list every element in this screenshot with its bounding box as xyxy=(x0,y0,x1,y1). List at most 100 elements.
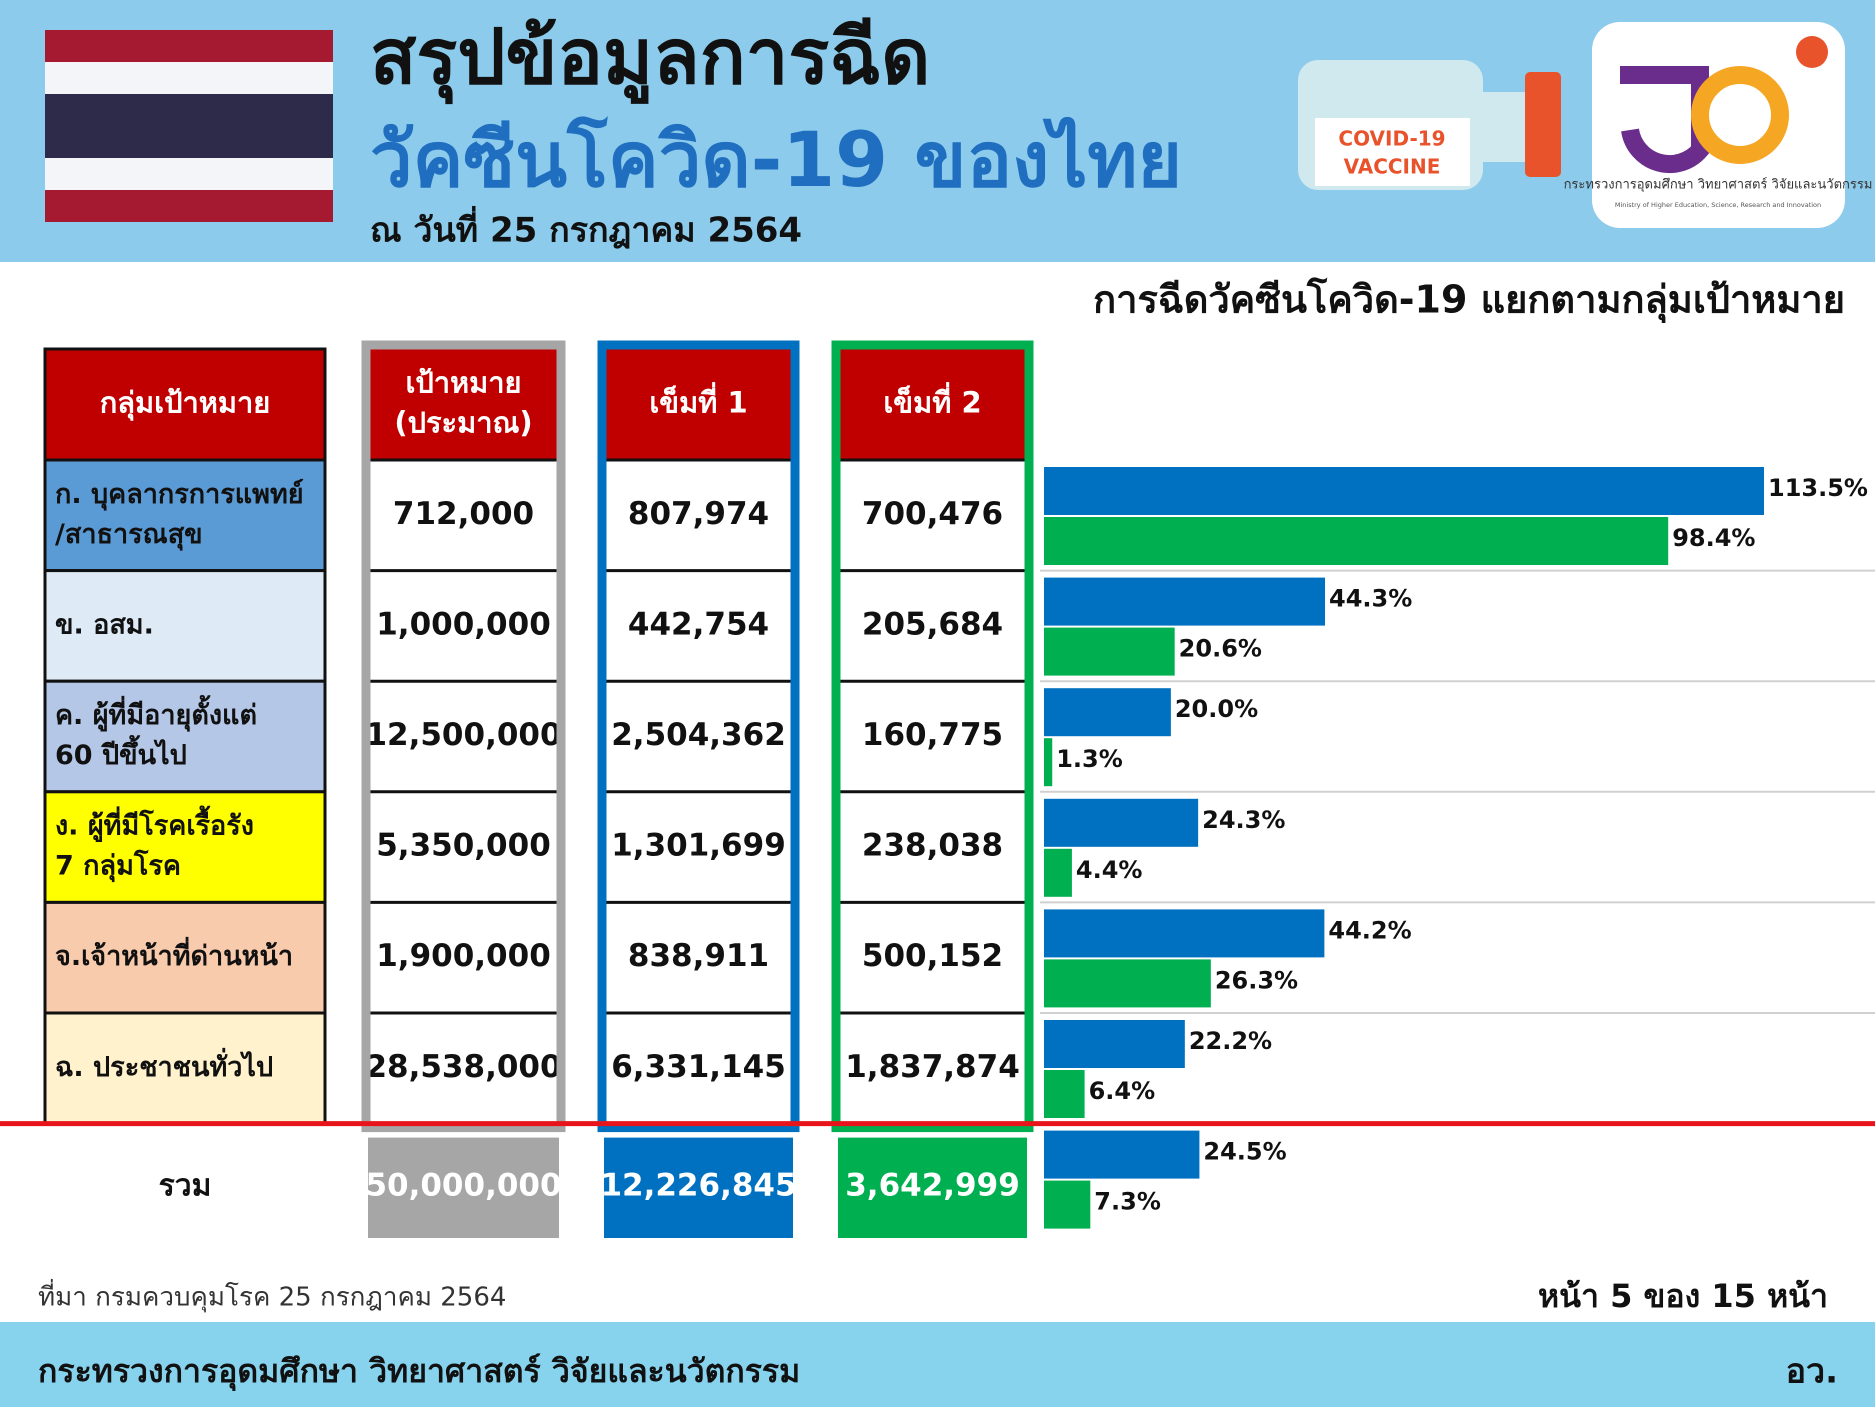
bar-label: 24.5% xyxy=(1203,1138,1286,1166)
header-label: (ประมาณ) xyxy=(394,406,532,440)
cell xyxy=(362,681,565,792)
cell xyxy=(598,460,799,571)
bar xyxy=(1044,467,1764,515)
cell xyxy=(598,570,799,682)
source: ที่มา กรมควบคุมโรค 25 กรกฎาคม 2564 xyxy=(38,1279,506,1313)
cell-value: 238,038 xyxy=(862,828,1003,864)
title: สรุปข้อมูลการฉีด xyxy=(370,12,930,105)
bar-label: 20.6% xyxy=(1179,635,1262,663)
bar xyxy=(1044,517,1669,565)
bar xyxy=(1044,909,1325,958)
cell xyxy=(362,1013,565,1124)
cell-value: 160,775 xyxy=(862,717,1003,753)
chart-title: การฉีดวัคซีนโควิด-19 แยกตามกลุ่มเป้าหมาย xyxy=(1093,277,1845,324)
logo-name: กระทรวงการอุดมศึกษา วิทยาศาสตร์ วิจัยและ… xyxy=(1564,177,1873,193)
total-value: 50,000,000 xyxy=(365,1167,561,1203)
bar xyxy=(1044,738,1053,787)
cell-value: 700,476 xyxy=(862,496,1003,532)
group-label: ก. บุคลากรการแพทย์ xyxy=(55,478,304,511)
bar xyxy=(1044,1130,1200,1179)
cell-value: 1,900,000 xyxy=(376,938,551,974)
total-cell xyxy=(604,1137,793,1238)
cell-value: 2,504,362 xyxy=(611,717,786,753)
header-cell xyxy=(838,349,1027,460)
bar xyxy=(1044,798,1199,847)
bar-label: 44.3% xyxy=(1329,585,1412,613)
header-label: เข็มที่ 2 xyxy=(883,382,981,420)
header-label: เป้าหมาย xyxy=(405,366,521,400)
bar-label: 44.2% xyxy=(1328,916,1411,944)
subtitle: วัคซีนโควิด-19 ของไทย xyxy=(370,115,1182,204)
bar xyxy=(1044,1020,1185,1068)
cell-value: 12,500,000 xyxy=(365,717,561,753)
group-cell xyxy=(43,1011,327,1126)
header-cell xyxy=(604,349,793,460)
footer-ministry: กระทรวงการอุดมศึกษา วิทยาศาสตร์ วิจัยและ… xyxy=(38,1352,800,1392)
cell-value: 1,837,874 xyxy=(845,1049,1020,1085)
column-frame xyxy=(361,340,566,1133)
cell-value: 5,350,000 xyxy=(376,828,551,864)
bar-label: 7.3% xyxy=(1094,1188,1161,1216)
cell xyxy=(832,570,1033,682)
vaccine-label: COVID-19 xyxy=(1338,127,1445,151)
total-value: 3,642,999 xyxy=(845,1167,1020,1203)
vaccine-label: VACCINE xyxy=(1344,155,1441,179)
header-label: เข็มที่ 1 xyxy=(649,382,747,420)
page-number: หน้า 5 ของ 15 หน้า xyxy=(1538,1277,1828,1315)
cell-value: 712,000 xyxy=(393,496,534,532)
total-label: รวม xyxy=(159,1168,212,1203)
group-label: 60 ปีขึ้นไป xyxy=(55,734,187,771)
cell xyxy=(832,460,1033,571)
bar xyxy=(1044,688,1171,737)
cell xyxy=(832,902,1033,1013)
cell-value: 1,000,000 xyxy=(376,606,551,642)
footer-abbr: อว. xyxy=(1786,1352,1838,1392)
cell-value: 6,331,145 xyxy=(611,1049,786,1085)
cell xyxy=(362,570,565,682)
flag xyxy=(45,30,333,222)
bar-label: 20.0% xyxy=(1175,695,1258,723)
column-frame xyxy=(597,340,800,1133)
group-label: ฉ. ประชาชนทั่วไป xyxy=(55,1047,273,1083)
bar-label: 26.3% xyxy=(1215,966,1298,994)
column-frame xyxy=(831,340,1034,1133)
header-cell xyxy=(43,347,327,462)
cell xyxy=(598,681,799,792)
group-label: ข. อสม. xyxy=(55,609,154,640)
bar-label: 1.3% xyxy=(1056,745,1123,773)
bar-label: 98.4% xyxy=(1672,524,1755,552)
group-cell xyxy=(43,790,327,904)
cell xyxy=(832,681,1033,792)
bar xyxy=(1044,1070,1085,1118)
bar xyxy=(1044,577,1326,626)
cell xyxy=(832,1013,1033,1124)
cell-value: 1,301,699 xyxy=(611,828,786,864)
group-cell xyxy=(43,900,327,1015)
logo-name-en: Ministry of Higher Education, Science, R… xyxy=(1615,201,1821,209)
group-cell xyxy=(43,458,327,573)
group-label: /สาธารณสุข xyxy=(55,519,203,551)
bar-label: 4.4% xyxy=(1076,856,1143,884)
group-label: จ.เจ้าหน้าที่ด่านหน้า xyxy=(55,936,293,972)
cell xyxy=(362,902,565,1013)
cell xyxy=(598,1013,799,1124)
cell xyxy=(362,460,565,571)
group-cell xyxy=(43,569,327,683)
total-cell xyxy=(368,1137,559,1238)
cell xyxy=(362,791,565,903)
total-value: 12,226,845 xyxy=(600,1167,796,1203)
group-label: 7 กลุ่มโรค xyxy=(55,849,181,883)
group-label: ง. ผู้ที่มีโรคเรื้อรัง xyxy=(55,805,254,843)
cell-value: 807,974 xyxy=(628,496,769,532)
bar-label: 113.5% xyxy=(1768,474,1868,502)
vaccine-icon: COVID-19 VACCINE xyxy=(1298,60,1561,190)
cell xyxy=(598,791,799,903)
bar-label: 6.4% xyxy=(1089,1077,1156,1105)
cell-value: 500,152 xyxy=(862,938,1003,974)
bar-label: 24.3% xyxy=(1202,806,1285,834)
header-cell xyxy=(368,349,559,460)
ministry-logo: กระทรวงการอุดมศึกษา วิทยาศาสตร์ วิจัยและ… xyxy=(1564,22,1873,228)
cell-value: 28,538,000 xyxy=(365,1049,561,1085)
cell xyxy=(832,791,1033,903)
